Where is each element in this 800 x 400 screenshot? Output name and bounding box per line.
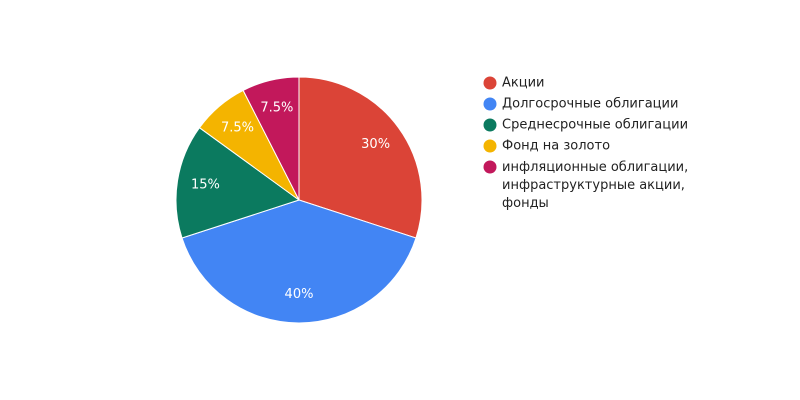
pie-slice	[181, 199, 417, 324]
pie-slice	[175, 127, 301, 239]
legend-label: Среднесрочные облигации	[502, 118, 688, 133]
pie-slice	[242, 76, 300, 201]
legend-line: инфраструктурные акции,	[502, 178, 685, 193]
legend-swatch	[483, 118, 497, 132]
legend-swatch	[483, 76, 497, 90]
legend-swatch	[483, 160, 497, 174]
slice-label: 7.5%	[260, 100, 293, 115]
legend-label: Фонд на золото	[502, 139, 610, 154]
slice-label: 40%	[285, 287, 314, 302]
legend-line: фонды	[502, 196, 549, 211]
pie-slice	[298, 76, 423, 239]
legend-label: Акции	[502, 76, 545, 91]
legend-swatch	[483, 139, 497, 153]
slice-label: 7.5%	[221, 120, 254, 135]
slice-label: 15%	[191, 178, 220, 193]
legend-swatch	[483, 97, 497, 111]
slice-label: 30%	[361, 137, 390, 152]
legend-label: Долгосрочные облигации	[502, 97, 678, 112]
legend-line: инфляционные облигации,	[502, 160, 688, 175]
legend-label: инфляционные облигации, инфраструктурные …	[502, 160, 688, 211]
